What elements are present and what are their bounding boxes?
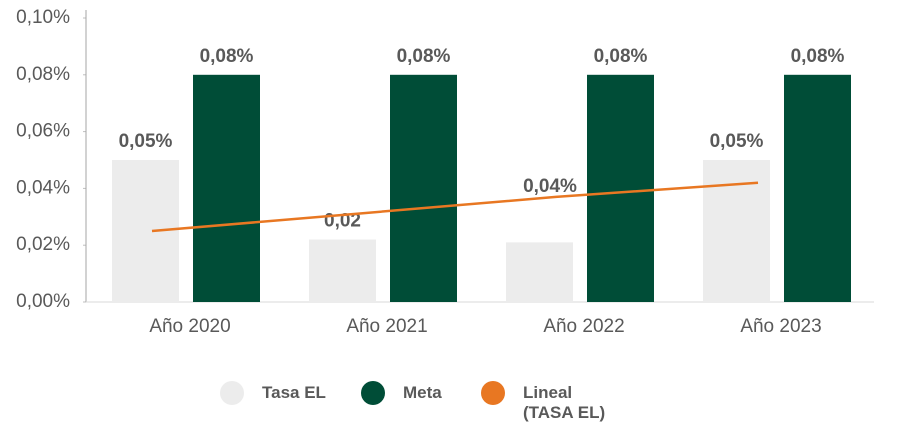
y-tick-label: 0,04%	[16, 177, 70, 198]
bar	[506, 242, 573, 302]
x-tick-label: Año 2023	[740, 316, 821, 337]
bar	[112, 160, 179, 302]
bar	[390, 74, 457, 302]
data-label: 0,08%	[791, 46, 845, 67]
y-tick-label: 0,06%	[16, 121, 70, 142]
trend-line	[151, 181, 759, 233]
legend-swatch	[361, 381, 385, 405]
y-tick-label: 0,00%	[16, 291, 70, 312]
data-label: 0,05%	[710, 131, 764, 152]
legend-label: Meta	[403, 383, 442, 402]
x-tick-label: Año 2021	[346, 316, 427, 337]
bar	[784, 74, 851, 302]
legend-swatch	[220, 381, 244, 405]
x-tick-label: Año 2022	[543, 316, 624, 337]
legend-item: Meta	[361, 378, 442, 405]
data-label: 0,04%	[523, 176, 577, 197]
data-label: 0,05%	[119, 131, 173, 152]
bar	[703, 160, 770, 302]
legend-swatch	[481, 381, 505, 405]
legend-item: Tasa EL	[220, 378, 326, 405]
data-label: 0,08%	[594, 46, 648, 67]
legend: Tasa EL Meta Lineal (TASA EL)	[0, 378, 903, 423]
bar	[587, 74, 654, 302]
y-tick-label: 0,08%	[16, 64, 70, 85]
y-tick-label: 0,02%	[16, 234, 70, 255]
y-tick-label: 0,10%	[16, 7, 70, 28]
legend-label: Tasa EL	[262, 383, 326, 402]
legend-label: Lineal (TASA EL)	[523, 383, 606, 422]
legend-item: Lineal (TASA EL)	[481, 378, 619, 423]
x-tick-label: Año 2020	[149, 316, 230, 337]
bar	[193, 74, 260, 302]
bar	[309, 239, 376, 302]
chart: 0,00% 0,02% 0,04% 0,06% 0,08% 0,10% Año 2020 Añ…	[16, 7, 874, 337]
data-label: 0,08%	[200, 46, 254, 67]
data-label: 0,08%	[397, 46, 451, 67]
